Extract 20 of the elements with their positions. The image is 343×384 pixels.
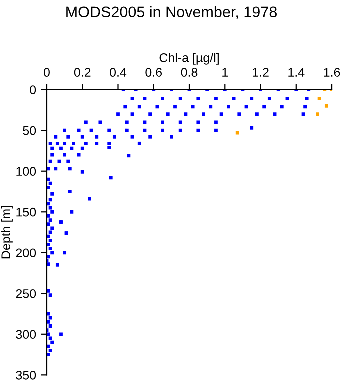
x-tick-label: 0.8 [181, 68, 198, 77]
y-tick-label: 350 [16, 370, 36, 380]
x-tick-label: 1 [222, 68, 228, 77]
chart-title: MODS2005 in November, 1978 [66, 6, 277, 20]
x-tick-label: 1.6 [324, 68, 340, 77]
x-axis-title: Chl-a [µg/l] [160, 53, 219, 65]
x-tick-label: 1.4 [288, 68, 305, 77]
y-tick-label: 200 [16, 248, 36, 258]
x-tick-label: 0.6 [146, 68, 162, 77]
y-axis-title: Depth [m] [1, 206, 13, 259]
x-tick-label: 0 [44, 68, 50, 77]
x-tick-label: 0.4 [110, 68, 127, 77]
y-tick-label: 150 [16, 208, 36, 217]
y-tick-label: 300 [16, 330, 36, 340]
y-tick-label: 0 [30, 86, 36, 95]
x-tick-label: 0.2 [74, 68, 91, 77]
y-tick-label: 50 [23, 126, 36, 136]
x-tick-label: 1.2 [253, 68, 269, 77]
y-tick-label: 250 [16, 289, 36, 298]
y-tick-label: 100 [16, 167, 36, 176]
